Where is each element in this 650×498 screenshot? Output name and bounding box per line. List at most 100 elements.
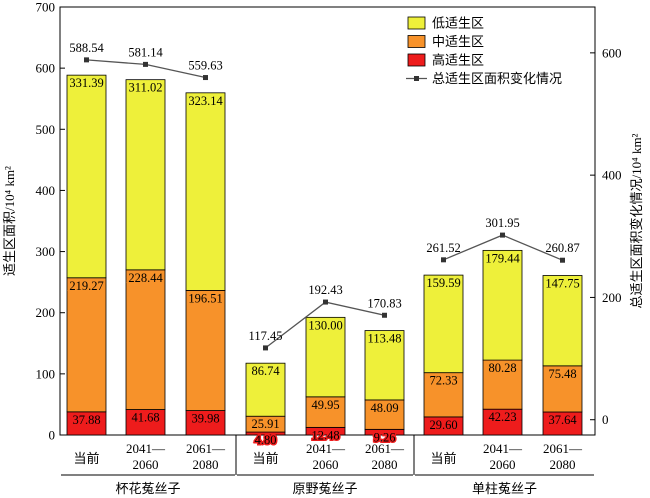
segment-value-label: 48.09 — [370, 401, 398, 415]
total-value-label: 117.45 — [249, 329, 283, 343]
right-tick-label: 200 — [602, 290, 622, 305]
left-tick-label: 100 — [36, 366, 56, 381]
group-label: 杯花菟丝子 — [115, 481, 180, 496]
category-label: 2060 — [313, 457, 339, 472]
bar-segment — [305, 316, 346, 398]
bars — [66, 74, 583, 436]
total-marker — [84, 57, 89, 63]
bar-segment — [245, 362, 286, 417]
segment-value-label: 86.74 — [251, 364, 280, 378]
bar-segment — [125, 409, 166, 436]
category-label: 2041— — [483, 441, 523, 456]
segment-value-label: 37.64 — [548, 413, 577, 427]
segment-value-label: 219.27 — [69, 279, 103, 293]
value-labels: 37.88 219.27 331.39 41.68 228.44 311.02 39.98 1… — [68, 41, 581, 449]
legend-label: 低适生区 — [432, 16, 484, 31]
segment-value-label: 4.80 — [255, 433, 277, 447]
segment-value-label: 37.88 — [72, 413, 100, 427]
right-tick-label: 400 — [602, 168, 622, 183]
left-tick-label: 400 — [36, 183, 56, 198]
total-marker — [500, 232, 505, 238]
segment-value-label: 147.75 — [545, 276, 579, 290]
left-tick-label: 600 — [36, 61, 56, 76]
bar-segment — [125, 269, 166, 410]
group-label: 单柱菟丝子 — [472, 481, 537, 496]
total-value-label: 559.63 — [188, 59, 222, 73]
total-marker — [441, 257, 446, 263]
category-label: 2041— — [306, 441, 346, 456]
bar-segment — [305, 396, 346, 428]
segment-value-label: 159.59 — [426, 276, 460, 290]
total-value-label: 192.43 — [308, 283, 342, 297]
bar-segment — [185, 410, 226, 436]
left-tick-label: 200 — [36, 305, 56, 320]
total-marker — [263, 345, 268, 351]
segment-value-label: 72.33 — [429, 374, 457, 388]
category-label: 2060 — [133, 457, 159, 472]
category-label: 当前 — [252, 451, 278, 466]
segment-value-label: 25.91 — [251, 417, 279, 431]
bar-segment — [185, 290, 226, 411]
segment-value-label: 12.48 — [311, 428, 339, 442]
total-value-label: 260.87 — [545, 241, 579, 255]
category-label: 2080 — [372, 457, 398, 472]
total-value-label: 170.83 — [367, 296, 401, 310]
left-tick-label: 500 — [36, 122, 56, 137]
category-label: 2060 — [490, 457, 516, 472]
legend-swatch — [407, 16, 426, 30]
total-marker — [560, 257, 565, 263]
bar-segment — [482, 249, 523, 361]
total-value-label: 588.54 — [69, 41, 104, 55]
bar-segment — [66, 74, 107, 279]
legend-label: 总适生区面积变化情况 — [432, 71, 562, 86]
category-label: 2080 — [550, 457, 576, 472]
segment-value-label: 39.98 — [191, 412, 219, 426]
left-tick-label: 0 — [49, 428, 56, 443]
bar-segment — [542, 275, 583, 367]
right-tick-label: 600 — [602, 45, 622, 60]
segment-value-label: 29.60 — [429, 418, 457, 432]
bar-segment — [542, 365, 583, 413]
total-value-label: 301.95 — [485, 216, 519, 230]
bar-segment — [482, 408, 523, 436]
bar-segment — [185, 92, 226, 291]
bar-segment — [125, 79, 166, 271]
left-tick-label: 700 — [36, 0, 56, 15]
segment-value-label: 228.44 — [128, 271, 163, 285]
legend-marker — [414, 76, 419, 81]
segment-value-label: 113.48 — [368, 332, 402, 346]
segment-value-label: 49.95 — [311, 398, 339, 412]
bar-segment — [423, 372, 464, 418]
category-label: 2041— — [126, 441, 166, 456]
category-label: 当前 — [430, 451, 456, 466]
segment-value-label: 179.44 — [485, 251, 520, 265]
legend-label: 高适生区 — [432, 53, 484, 68]
segment-value-label: 42.23 — [488, 410, 516, 424]
total-line — [84, 57, 565, 351]
bar-segment — [364, 330, 405, 401]
category-label: 2061— — [543, 441, 583, 456]
segment-value-label: 130.00 — [308, 318, 342, 332]
segment-value-label: 75.48 — [548, 367, 576, 381]
category-label: 2061— — [365, 441, 405, 456]
legend-label: 中适生区 — [432, 34, 484, 49]
total-marker — [382, 312, 387, 318]
total-marker — [323, 299, 328, 305]
segment-value-label: 41.68 — [131, 411, 159, 425]
left-axis-title: 适生区面积/10⁴ km² — [2, 166, 17, 276]
segment-value-label: 9.26 — [374, 430, 396, 444]
total-marker — [203, 75, 208, 81]
segment-value-label: 331.39 — [69, 76, 103, 90]
segment-value-label: 311.02 — [129, 81, 163, 95]
segment-value-label: 196.51 — [188, 291, 222, 305]
right-axis-title: 总适生区面积变化情况/10⁴ km² — [629, 133, 644, 308]
bar-segment — [66, 277, 107, 413]
total-value-label: 261.52 — [426, 241, 460, 255]
right-tick-label: 0 — [602, 412, 609, 427]
category-label: 2080 — [193, 457, 219, 472]
bar-segment — [482, 359, 523, 410]
total-value-label: 581.14 — [128, 45, 163, 59]
total-marker — [143, 61, 148, 67]
